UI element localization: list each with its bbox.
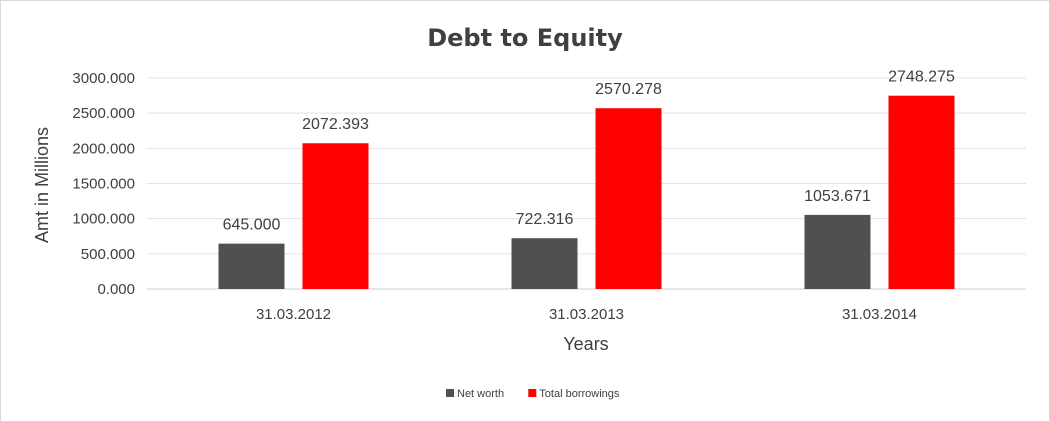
data-label: 1053.671 (804, 188, 871, 205)
x-tick-label: 31.03.2014 (842, 306, 917, 323)
x-tick-label: 31.03.2013 (549, 306, 624, 323)
bars (218, 95, 955, 290)
bar-net-worth (511, 238, 578, 289)
y-tick-label: 3000.000 (72, 70, 135, 87)
data-label: 722.316 (516, 211, 574, 228)
x-axis-title: Years (563, 334, 608, 354)
bar-net-worth (804, 214, 871, 289)
x-tick-label: 31.03.2012 (256, 306, 331, 323)
legend: Net worth Total borrowings (446, 388, 620, 400)
legend-label: Total borrowings (539, 388, 620, 400)
y-tick-label: 0.000 (97, 281, 135, 298)
bar-net-worth (218, 243, 285, 289)
data-label: 2072.393 (302, 116, 369, 133)
chart-title: Debt to Equity (427, 24, 623, 52)
bar-total-borrowings (888, 95, 955, 290)
data-labels: 645.000 2072.393 722.316 2570.278 1053.671 27… (223, 69, 955, 234)
data-label: 2748.275 (888, 69, 955, 86)
y-axis-ticks: 0.000 500.000 1000.000 1500.000 2000.000 2500… (72, 70, 135, 298)
y-tick-label: 2000.000 (72, 140, 135, 157)
bar-total-borrowings (595, 108, 662, 289)
x-axis-ticks: 31.03.2012 31.03.2013 31.03.2014 (256, 306, 917, 323)
gridlines (147, 77, 1026, 290)
y-tick-label: 500.000 (81, 246, 135, 263)
y-tick-label: 1000.000 (72, 211, 135, 228)
legend-swatch (528, 389, 537, 397)
legend-swatch (446, 389, 454, 397)
data-label: 645.000 (223, 217, 281, 234)
y-tick-label: 1500.000 (72, 176, 135, 193)
data-label: 2570.278 (595, 81, 662, 98)
y-axis-title: Amt in Millions (32, 127, 52, 243)
y-tick-label: 2500.000 (72, 105, 135, 122)
legend-label: Net worth (457, 388, 504, 400)
bar-total-borrowings (302, 143, 369, 289)
